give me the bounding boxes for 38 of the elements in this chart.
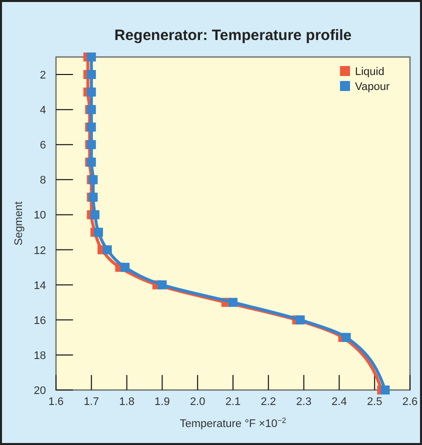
x-tick-label: 2.2 (260, 396, 276, 408)
legend-label: Liquid (355, 66, 384, 78)
x-axis-title: Temperature °F ×10$^{−2}$ (180, 416, 286, 430)
point (380, 386, 390, 394)
point (86, 88, 96, 97)
y-tick-label: 18 (34, 350, 46, 362)
point (342, 332, 351, 342)
x-tick-label: 1.9 (154, 396, 170, 408)
x-tick-label: 2.5 (366, 396, 382, 408)
point (158, 280, 167, 290)
legend-label: Vapour (355, 81, 390, 93)
y-tick-label: 10 (34, 210, 46, 222)
y-tick-label: 8 (40, 174, 46, 187)
y-tick-label: 2 (40, 70, 46, 82)
x-tick-label: 1.6 (48, 396, 64, 408)
point (120, 262, 130, 272)
y-tick-label: 20 (34, 385, 46, 397)
x-tick-label: 1.7 (84, 396, 100, 408)
point (94, 228, 103, 237)
y-tick-label: 4 (40, 104, 46, 117)
x-tick-label: 2.1 (225, 396, 241, 408)
y-tick-label: 14 (34, 280, 46, 292)
y-axis-title: Segment (13, 201, 25, 246)
point (86, 70, 96, 80)
point (296, 315, 305, 324)
x-tick-label: 2.4 (332, 396, 347, 408)
x-tick-label: 1.8 (119, 396, 134, 408)
y-tick-label: 12 (34, 244, 46, 257)
x-tick-label: 2.0 (190, 396, 206, 408)
chart-title: Regenerator: Temperature profile (114, 27, 352, 44)
y-tick-label: 6 (40, 140, 46, 152)
x-tick-label: 2.6 (402, 396, 418, 408)
point (102, 245, 112, 254)
y-tick-label: 16 (34, 314, 46, 327)
point (90, 210, 100, 220)
point (86, 52, 96, 62)
x-tick-label: 2.3 (296, 396, 312, 408)
point (228, 298, 238, 307)
